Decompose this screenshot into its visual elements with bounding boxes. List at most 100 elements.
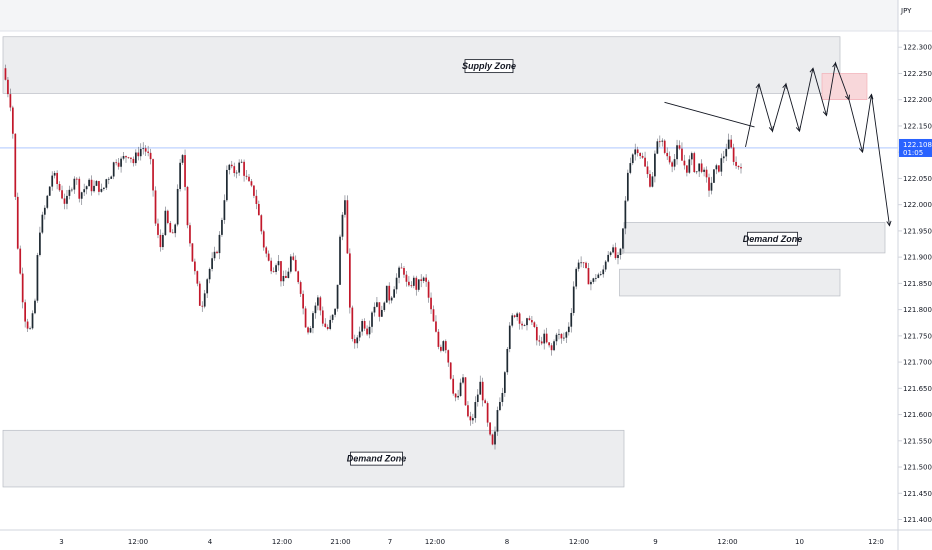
candle-body xyxy=(46,195,49,208)
y-tick-label: 121.700 xyxy=(903,359,932,367)
y-tick-label: 121.950 xyxy=(903,227,932,235)
candle-body xyxy=(56,172,58,184)
candle-body xyxy=(297,271,300,283)
candle-body xyxy=(368,326,371,335)
candle-body xyxy=(154,190,157,224)
candle-body xyxy=(95,181,98,186)
x-tick-label: 12:00 xyxy=(272,538,292,546)
x-tick-label: 3 xyxy=(59,538,63,546)
candle-body xyxy=(523,325,526,326)
candle-body xyxy=(484,400,487,404)
candle-body xyxy=(36,255,39,301)
candle-body xyxy=(592,278,595,282)
currency-label: JPY xyxy=(900,7,912,15)
candle-body xyxy=(582,262,585,264)
candle-body xyxy=(471,418,474,421)
candle-body xyxy=(408,281,410,286)
candle-body xyxy=(19,248,22,274)
candle-body xyxy=(651,176,654,187)
x-tick-label: 12:00 xyxy=(425,538,445,546)
candle-body xyxy=(233,166,236,174)
candle-body xyxy=(555,334,558,342)
candle-body xyxy=(255,195,258,204)
candle-body xyxy=(142,148,145,150)
candle-body xyxy=(553,341,555,351)
candle-body xyxy=(420,279,423,281)
candle-body xyxy=(270,260,273,272)
candle-body xyxy=(7,79,9,95)
candle-body xyxy=(198,283,201,306)
candle-body xyxy=(720,158,723,172)
candle-body xyxy=(631,154,634,164)
candle-body xyxy=(184,155,186,187)
candle-body xyxy=(671,162,673,167)
candle-body xyxy=(53,172,56,176)
candle-body xyxy=(201,305,204,307)
candle-body xyxy=(735,161,737,166)
candle-body xyxy=(398,267,400,278)
candle-body xyxy=(622,228,624,249)
candle-body xyxy=(563,337,565,339)
candle-body xyxy=(437,331,440,347)
candle-body xyxy=(312,313,314,329)
candle-body xyxy=(356,337,359,344)
candle-body xyxy=(727,139,730,149)
candle-body xyxy=(29,328,31,330)
time-axis[interactable]: 3 12:00 4 12:00 21:00 7 12:00 8 12:00 9 12:00 10 12:… xyxy=(0,529,932,546)
candle-body xyxy=(462,377,464,383)
candle-body xyxy=(686,165,688,173)
candle-body xyxy=(388,285,391,301)
candle-body xyxy=(253,185,255,196)
drawings xyxy=(664,61,892,227)
candle-body xyxy=(425,277,427,282)
candle-body xyxy=(521,323,523,326)
candle-body xyxy=(125,156,127,158)
candle-body xyxy=(100,188,103,192)
candle-body xyxy=(71,189,73,191)
candle-body xyxy=(390,297,393,301)
y-tick-label: 122.300 xyxy=(903,44,932,52)
candle-body xyxy=(587,268,590,285)
candle-body xyxy=(430,297,432,310)
candle-body xyxy=(348,253,351,308)
candle-body xyxy=(440,346,442,351)
candle-body xyxy=(346,200,349,254)
candle-body xyxy=(51,175,54,187)
candle-body xyxy=(668,156,671,163)
candle-body xyxy=(272,271,275,273)
candle-body xyxy=(191,243,194,262)
candle-body xyxy=(548,342,550,346)
candles xyxy=(4,64,742,450)
candle-body xyxy=(250,181,253,186)
candle-body xyxy=(344,200,346,215)
candle-body xyxy=(740,167,742,169)
candle-body xyxy=(275,265,277,272)
price-axis[interactable]: 122.300122.250122.200122.150122.100122.0… xyxy=(897,0,932,550)
candle-body xyxy=(93,185,95,192)
candle-body xyxy=(383,302,386,310)
y-tick-label: 122.150 xyxy=(903,122,932,130)
candle-body xyxy=(506,348,509,373)
candle-body xyxy=(737,165,740,168)
candle-body xyxy=(444,341,447,351)
zone-box xyxy=(619,268,841,297)
candle-body xyxy=(560,333,563,339)
candle-body xyxy=(223,200,226,220)
candle-body xyxy=(695,171,698,173)
candle-body xyxy=(503,372,506,393)
candle-body xyxy=(132,158,135,164)
candle-body xyxy=(624,200,627,229)
candle-body xyxy=(597,274,600,278)
candle-body xyxy=(358,331,361,338)
candle-body xyxy=(607,254,610,262)
candle-body xyxy=(538,340,541,342)
candle-body xyxy=(307,327,309,333)
candle-body xyxy=(257,203,260,216)
candle-body xyxy=(85,186,88,190)
candle-body xyxy=(117,162,120,167)
candle-body xyxy=(511,315,514,326)
candle-body xyxy=(329,319,332,329)
candle-body xyxy=(179,162,181,189)
candle-body xyxy=(122,156,125,159)
